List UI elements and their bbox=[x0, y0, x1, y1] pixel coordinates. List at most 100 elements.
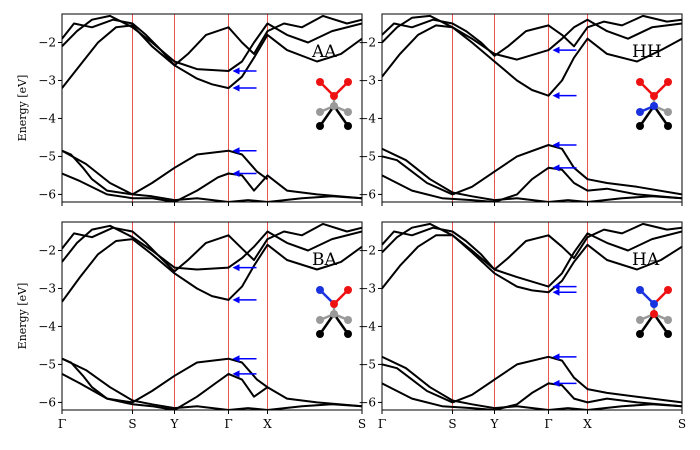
band-lines bbox=[62, 222, 362, 410]
plot-frame bbox=[61, 13, 363, 203]
gap-arrow-head bbox=[552, 288, 560, 296]
gap-arrow-head bbox=[552, 379, 560, 387]
structure-atom bbox=[664, 78, 672, 86]
structure-inset-aa bbox=[316, 78, 352, 130]
gap-arrow-head bbox=[232, 370, 240, 378]
panel-label: AA bbox=[311, 42, 337, 62]
band-line bbox=[62, 357, 362, 410]
gap-arrow-head bbox=[552, 141, 560, 149]
y-axis-label: Energy [eV] bbox=[16, 283, 29, 350]
structure-atom bbox=[316, 122, 324, 130]
structure-atom bbox=[344, 316, 352, 324]
y-tick-label: −4 bbox=[358, 111, 376, 125]
band-line bbox=[62, 14, 362, 67]
y-tick-label: −3 bbox=[38, 73, 56, 87]
structure-bond bbox=[318, 105, 336, 127]
x-tick-label: Γ bbox=[224, 417, 232, 431]
y-tick-label: −4 bbox=[358, 319, 376, 333]
structure-atom bbox=[344, 122, 352, 130]
structure-atom bbox=[636, 108, 644, 116]
panel-hh: −2 −3 −4 −5 −6 HH bbox=[358, 13, 683, 206]
x-tick-label: S bbox=[358, 417, 366, 431]
y-tick-label: −3 bbox=[358, 73, 376, 87]
band-line bbox=[62, 224, 362, 271]
panel-label: BA bbox=[312, 250, 337, 270]
y-tick-label: −5 bbox=[358, 357, 376, 371]
structure-inset-ba bbox=[316, 286, 352, 338]
y-axis-label: Energy [eV] bbox=[16, 75, 29, 142]
band-line bbox=[382, 382, 682, 410]
structure-atom bbox=[636, 286, 644, 294]
band-lines bbox=[62, 14, 362, 202]
structure-atom bbox=[664, 316, 672, 324]
band-line bbox=[62, 238, 362, 303]
structure-atom bbox=[664, 330, 672, 338]
structure-atom bbox=[344, 286, 352, 294]
gap-arrow-head bbox=[232, 147, 240, 155]
band-line bbox=[62, 14, 362, 72]
panel-aa: −2 −3 −4 −5 −6 Energy [eV] AA bbox=[16, 13, 363, 206]
structure-atom bbox=[664, 122, 672, 130]
band-line bbox=[62, 24, 362, 90]
x-tick-label: Γ bbox=[544, 417, 552, 431]
structure-atom bbox=[330, 92, 338, 100]
gap-arrow-head bbox=[552, 92, 560, 100]
structure-atom bbox=[636, 330, 644, 338]
structure-bond bbox=[638, 313, 656, 335]
y-tick-label: −3 bbox=[358, 281, 376, 295]
structure-atom bbox=[316, 108, 324, 116]
band-line bbox=[382, 144, 682, 196]
structure-bond bbox=[332, 313, 350, 335]
gap-arrow-head bbox=[232, 170, 240, 178]
y-tick-label: −6 bbox=[358, 395, 376, 409]
structure-inset-hh bbox=[636, 78, 672, 130]
band-line bbox=[382, 24, 682, 97]
structure-atom bbox=[664, 286, 672, 294]
band-lines bbox=[382, 14, 682, 202]
band-line bbox=[382, 355, 682, 404]
gap-arrow-head bbox=[232, 84, 240, 92]
x-tick-label: S bbox=[448, 417, 456, 431]
gap-arrow-head bbox=[232, 67, 240, 75]
gap-arrow-head bbox=[552, 353, 560, 361]
structure-inset-ha bbox=[636, 286, 672, 338]
y-tick-label: −2 bbox=[358, 243, 376, 257]
structure-atom bbox=[316, 330, 324, 338]
x-tick-label: Y bbox=[490, 417, 500, 431]
band-line bbox=[382, 355, 682, 410]
panel-label: HA bbox=[632, 250, 660, 270]
band-line bbox=[382, 147, 682, 202]
y-tick-label: −2 bbox=[358, 35, 376, 49]
band-line bbox=[62, 149, 362, 202]
y-tick-label: −5 bbox=[38, 357, 56, 371]
band-line bbox=[62, 357, 269, 404]
y-tick-label: −6 bbox=[358, 187, 376, 201]
y-tick-label: −6 bbox=[38, 187, 56, 201]
structure-bond bbox=[652, 313, 670, 335]
structure-atom bbox=[650, 300, 658, 308]
structure-bond bbox=[318, 313, 336, 335]
structure-atom bbox=[650, 310, 658, 318]
band-line bbox=[382, 166, 682, 202]
gap-arrow-head bbox=[552, 283, 560, 291]
structure-atom bbox=[330, 102, 338, 110]
gap-arrow-head bbox=[232, 296, 240, 304]
y-tick-label: −5 bbox=[38, 149, 56, 163]
band-line bbox=[382, 14, 682, 57]
structure-atom bbox=[344, 330, 352, 338]
plot-frame bbox=[381, 221, 683, 411]
band-line bbox=[382, 234, 682, 294]
y-tick-label: −6 bbox=[38, 395, 56, 409]
x-tick-label: Y bbox=[170, 417, 180, 431]
gap-arrow-head bbox=[232, 355, 240, 363]
plot-frame bbox=[381, 13, 683, 203]
structure-atom bbox=[316, 316, 324, 324]
band-line bbox=[62, 149, 269, 196]
band-line bbox=[62, 172, 362, 202]
y-tick-label: −2 bbox=[38, 243, 56, 257]
x-tick-label: Γ bbox=[378, 417, 386, 431]
gap-arrow-head bbox=[552, 164, 560, 172]
gap-arrow-head bbox=[232, 264, 240, 272]
plot-frame bbox=[61, 221, 363, 411]
